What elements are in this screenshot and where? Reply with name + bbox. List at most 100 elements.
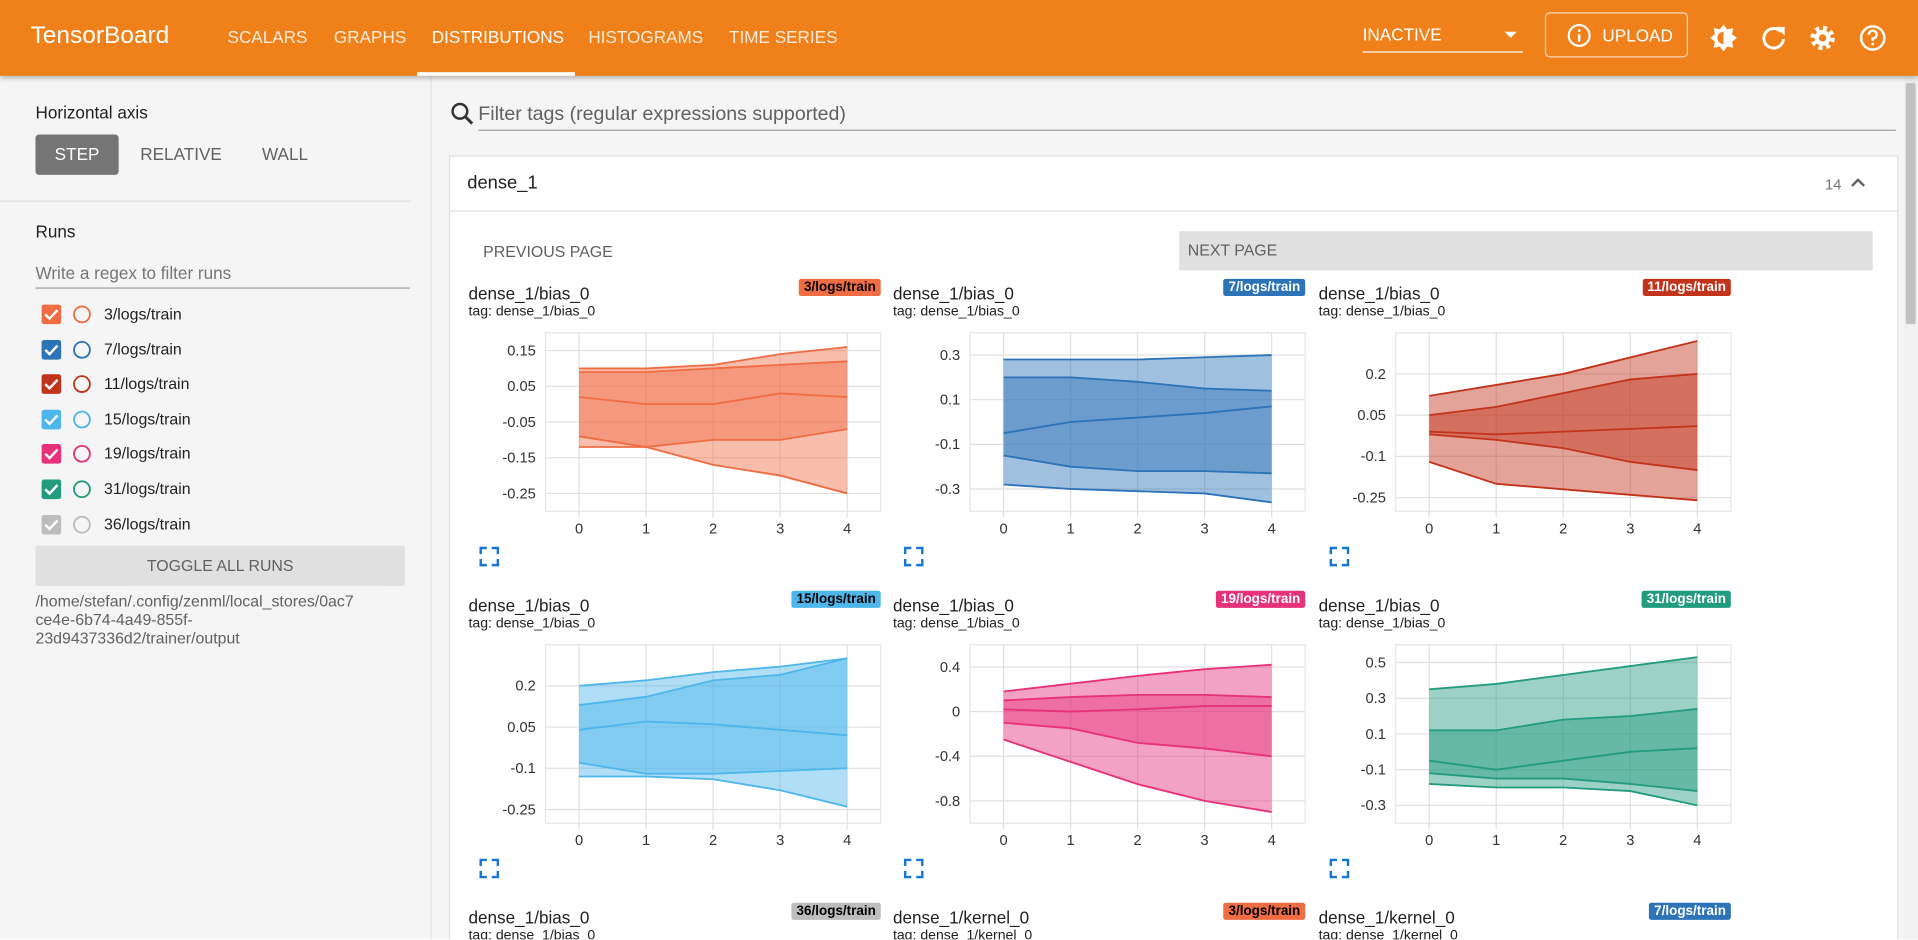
run-color-circle[interactable] — [71, 303, 93, 325]
y-tick-label: 0.1 — [940, 393, 960, 409]
run-color-circle[interactable] — [71, 338, 93, 360]
run-badge: 7/logs/train — [1223, 278, 1306, 297]
run-color-circle[interactable] — [71, 373, 93, 395]
card-tag: tag: dense_1/bias_0 — [468, 928, 596, 940]
y-tick-label: -0.05 — [502, 415, 535, 431]
toggle-runs[interactable]: TOGGLE ALL RUNS — [35, 545, 405, 586]
refresh-icon[interactable] — [1759, 23, 1788, 52]
tab[interactable]: SCALARS — [227, 26, 308, 47]
tab[interactable]: TIME SERIES — [729, 26, 838, 47]
run-name[interactable]: 31/logs/train — [103, 479, 191, 498]
tag-filter[interactable]: Filter tags (regular expressions support… — [478, 104, 1896, 131]
percentile-line — [579, 775, 848, 808]
percentile-line — [1429, 340, 1698, 397]
checkmark — [44, 519, 59, 531]
x-tick-label: 3 — [1201, 521, 1209, 537]
y-tick-label: 0 — [952, 704, 960, 720]
x-tick-label: 2 — [1134, 833, 1142, 849]
run-select[interactable]: INACTIVE — [1362, 24, 1523, 53]
help-icon[interactable] — [1858, 23, 1887, 52]
x-tick-label: 0 — [1425, 833, 1433, 849]
fullscreen-icon[interactable] — [903, 546, 925, 568]
color-circle — [73, 305, 91, 324]
run-name[interactable]: 15/logs/train — [103, 409, 191, 428]
fullscreen-icon[interactable] — [1328, 546, 1350, 568]
run-name[interactable]: 3/logs/train — [103, 304, 182, 323]
run-color-circle[interactable] — [71, 408, 93, 430]
card-tag: tag: dense_1/bias_0 — [468, 304, 596, 320]
info-icon — [1567, 23, 1591, 47]
search-icon — [451, 102, 474, 125]
fullscreen-icon[interactable] — [903, 857, 925, 879]
group-name[interactable]: dense_1 — [467, 172, 538, 194]
y-tick-label: -0.15 — [502, 451, 535, 467]
color-circle — [73, 480, 91, 499]
theme-icon[interactable] — [1709, 23, 1738, 52]
x-tick-label: 2 — [709, 833, 717, 849]
axis-option[interactable]: RELATIVE — [140, 144, 222, 164]
tab[interactable]: GRAPHS — [333, 26, 407, 47]
checkmark — [44, 449, 59, 461]
card-tag: tag: dense_1/bias_0 — [892, 616, 1020, 632]
run-color-circle[interactable] — [71, 513, 93, 535]
run-color-circle[interactable] — [71, 478, 93, 500]
collapse-icon[interactable] — [1849, 174, 1866, 191]
prev-page[interactable]: PREVIOUS PAGE — [483, 242, 613, 261]
next-page[interactable]: NEXT PAGE — [1179, 231, 1873, 271]
scroll-thumb[interactable] — [1905, 83, 1916, 325]
fullscreen-icon[interactable] — [478, 546, 500, 568]
percentile-line — [1429, 772, 1698, 792]
run-checkbox[interactable] — [40, 513, 62, 535]
run-checkbox[interactable] — [40, 408, 62, 430]
card-tag: tag: dense_1/bias_0 — [1318, 616, 1446, 632]
percentile-line — [578, 657, 848, 687]
axis-label: Horizontal axis — [35, 102, 148, 123]
run-checkbox[interactable] — [40, 303, 62, 325]
run-color-circle[interactable] — [71, 443, 93, 465]
y-tick-label: 0.3 — [940, 348, 960, 364]
run-filter[interactable]: Write a regex to filter runs — [35, 263, 410, 289]
x-tick-label: 4 — [843, 833, 851, 849]
fullscreen-glyph — [1329, 546, 1350, 567]
percentile-line — [1003, 376, 1272, 392]
run-name[interactable]: 7/logs/train — [103, 339, 182, 358]
x-tick-label: 1 — [1492, 521, 1500, 537]
tab[interactable]: DISTRIBUTIONS — [431, 26, 565, 47]
checkmark — [44, 414, 59, 426]
percentile-line — [1003, 454, 1272, 475]
x-tick-label: 1 — [1066, 833, 1074, 849]
card-title: dense_1/bias_0 — [468, 595, 590, 616]
checkmark — [44, 309, 59, 321]
distribution-band — [1003, 377, 1272, 474]
axis-option[interactable]: WALL — [261, 144, 309, 164]
percentile-line — [578, 720, 848, 737]
run-name[interactable]: 11/logs/train — [103, 374, 190, 393]
y-tick-label: 0.5 — [1366, 655, 1386, 671]
x-tick-label: 3 — [1626, 833, 1634, 849]
axis-option[interactable]: STEP — [35, 134, 119, 175]
run-checkbox[interactable] — [40, 373, 62, 395]
upload-button[interactable]: UPLOAD — [1544, 12, 1689, 58]
tab[interactable]: HISTOGRAMS — [588, 26, 704, 47]
percentile-line — [1003, 693, 1272, 702]
fullscreen-icon[interactable] — [1328, 857, 1350, 879]
checkbox-box — [41, 339, 62, 360]
percentile-line — [1003, 483, 1272, 504]
card-title: dense_1/bias_0 — [468, 283, 590, 304]
x-tick-label: 2 — [1134, 521, 1142, 537]
percentile-line — [1429, 656, 1698, 691]
distribution-band — [1003, 664, 1272, 813]
fullscreen-glyph — [479, 858, 500, 879]
run-checkbox[interactable] — [40, 478, 62, 500]
run-name[interactable]: 36/logs/train — [103, 514, 191, 533]
divider — [450, 210, 1898, 212]
run-checkbox[interactable] — [40, 338, 62, 360]
fullscreen-icon[interactable] — [478, 857, 500, 879]
run-name[interactable]: 19/logs/train — [103, 444, 191, 463]
tab-indicator — [417, 72, 575, 76]
y-tick-label: -0.25 — [1352, 490, 1385, 506]
settings-icon[interactable] — [1808, 23, 1837, 52]
run-checkbox[interactable] — [40, 443, 62, 465]
